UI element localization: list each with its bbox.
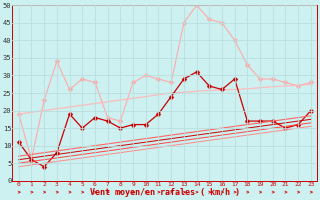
X-axis label: Vent moyen/en rafales ( km/h ): Vent moyen/en rafales ( km/h )	[90, 188, 240, 197]
